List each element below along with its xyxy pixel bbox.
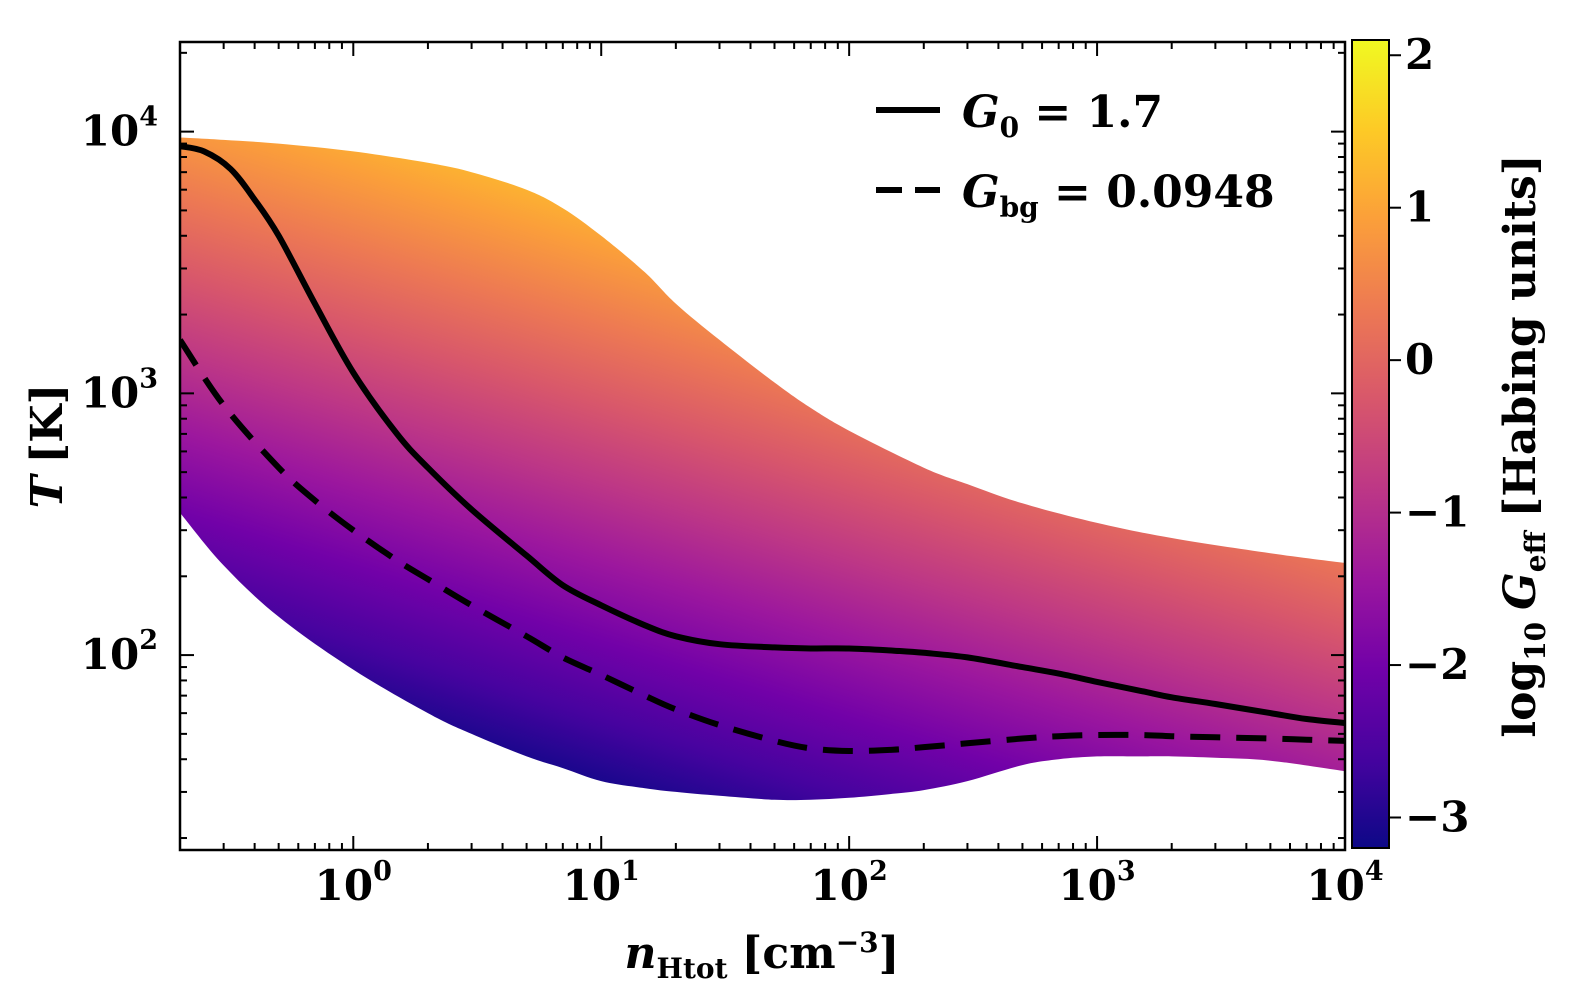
y-axis-label: T [K] <box>22 384 73 509</box>
y-tick-label: 104 <box>81 102 158 156</box>
x-tick-label: 104 <box>1306 856 1383 910</box>
y-axis-ticks: 102 103 104 <box>81 51 1345 840</box>
colorbar-tick-label: 2 <box>1405 30 1434 79</box>
colorbar-tick-label: −2 <box>1405 640 1469 689</box>
colorbar-tick-label: 0 <box>1405 335 1434 384</box>
colorbar-gradient <box>1351 39 1390 849</box>
legend-label-g0: G0 = 1.7 <box>962 87 1163 144</box>
x-axis-unit-close: ] <box>879 928 900 979</box>
legend-label-gbg: Gbg = 0.0948 <box>962 167 1275 224</box>
colorbar-tick-label: −1 <box>1405 488 1469 537</box>
x-axis-unit-exp: −3 <box>836 926 879 959</box>
x-axis-subscript: Htot <box>657 952 728 985</box>
series-gbg-line <box>180 338 1345 755</box>
x-tick-label: 100 <box>315 856 392 910</box>
x-axis-label: nHtot [cm−3] <box>625 926 900 985</box>
x-tick-label: 102 <box>811 856 888 910</box>
x-tick-label: 103 <box>1058 856 1135 910</box>
y-tick-label: 103 <box>81 363 158 417</box>
y-axis-unit: [K] <box>22 384 73 464</box>
series-g0-line <box>180 143 1345 726</box>
colorbar: −3 −2 −1 0 1 2 log10Geff[Habing units] <box>1351 30 1552 849</box>
x-axis-unit: [cm <box>742 928 836 979</box>
x-axis-ticks: 100 101 102 103 104 <box>179 42 1384 910</box>
x-tick-label: 101 <box>563 856 640 910</box>
colorbar-tick-label: −3 <box>1405 793 1469 842</box>
y-tick-label: 102 <box>81 625 158 679</box>
geff-band <box>180 137 1345 801</box>
colorbar-ticks: −3 −2 −1 0 1 2 <box>1389 30 1469 842</box>
colorbar-tick-label: 1 <box>1405 183 1434 232</box>
colorbar-label: log10Geff[Habing units] <box>1495 154 1552 737</box>
legend: G0 = 1.7 Gbg = 0.0948 <box>876 87 1275 224</box>
x-axis-symbol: n <box>625 928 657 979</box>
plot-frame <box>178 40 1347 852</box>
series-layer <box>180 143 1345 755</box>
y-axis-symbol: T <box>22 472 73 508</box>
plot-area: 100 101 102 103 104 102 103 104 <box>81 40 1384 910</box>
